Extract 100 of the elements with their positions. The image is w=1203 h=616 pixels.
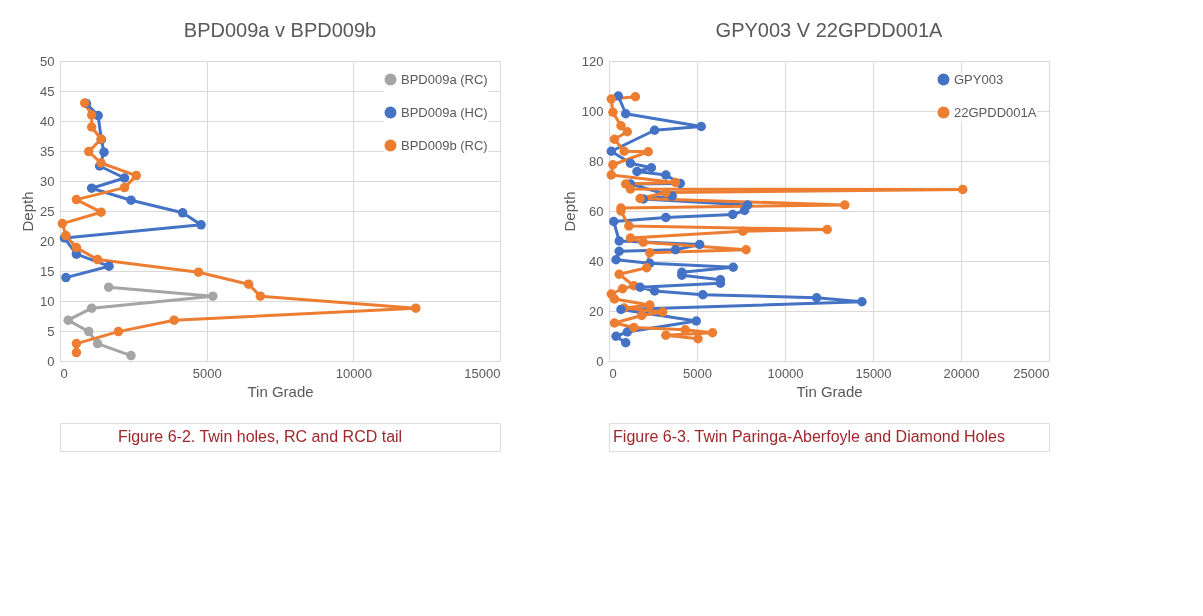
point <box>609 294 620 304</box>
x-tick-label: 5000 <box>192 365 222 381</box>
y-tick-label: 120 <box>581 53 604 69</box>
point <box>840 200 850 210</box>
y-tick-label: 50 <box>40 53 55 69</box>
point <box>694 239 705 250</box>
legend-label: BPD009a (RC) <box>401 71 488 87</box>
legend-label: GPY003 <box>954 71 1004 87</box>
point <box>645 300 655 310</box>
chart-title: BPD009a v BPD009b <box>183 19 377 41</box>
point <box>691 316 702 326</box>
point <box>630 92 641 102</box>
legend-label: 22GPDD001A <box>954 104 1037 120</box>
legend-label: BPD009a (HC) <box>401 104 488 120</box>
point <box>822 224 832 235</box>
point <box>657 307 668 317</box>
point <box>622 327 633 337</box>
point <box>617 284 628 294</box>
x-tick-label: 10000 <box>767 365 804 381</box>
point <box>646 163 657 173</box>
point <box>661 330 671 340</box>
point <box>609 318 620 328</box>
point <box>638 237 649 247</box>
point <box>958 184 968 195</box>
point <box>635 282 645 292</box>
y-tick-label: 80 <box>589 153 604 169</box>
y-tick-label: 30 <box>40 173 55 189</box>
point <box>649 125 660 135</box>
caption: Figure 6-3. Twin Paringa-Aberfoyle and Diamond Holes <box>613 428 1005 445</box>
point <box>625 233 636 243</box>
y-tick-label: 60 <box>589 203 604 219</box>
point <box>728 262 738 272</box>
x-tick-label: 25000 <box>1013 365 1050 381</box>
point <box>608 107 618 117</box>
point <box>739 205 750 216</box>
point <box>636 310 647 321</box>
y-tick-label: 35 <box>40 143 55 159</box>
point <box>616 121 626 131</box>
point <box>857 297 867 307</box>
point <box>635 193 645 204</box>
x-tick-label: 20000 <box>943 365 980 381</box>
point <box>608 160 618 170</box>
point <box>629 322 639 333</box>
point <box>707 328 718 338</box>
point <box>696 121 706 132</box>
y-tick-label: 40 <box>589 253 604 269</box>
x-tick-label: 10000 <box>335 365 372 381</box>
point <box>661 170 671 180</box>
point <box>619 146 629 156</box>
point <box>606 94 617 104</box>
point <box>613 91 624 101</box>
point <box>727 209 738 220</box>
point <box>645 248 655 258</box>
x-tick-label: 5000 <box>683 365 712 381</box>
x-tick-label: 15000 <box>464 365 501 381</box>
y-tick-label: 20 <box>40 233 55 249</box>
y-tick-label: 45 <box>40 83 55 99</box>
x-axis-title: Tin Grade <box>247 382 314 400</box>
x-tick-label: 15000 <box>855 365 892 381</box>
point <box>614 236 624 246</box>
point <box>738 226 748 236</box>
y-tick-label: 15 <box>40 263 55 279</box>
chart-title: GPY003 V 22GPDD001A <box>715 19 944 41</box>
y-tick-label: 0 <box>596 353 604 369</box>
y-tick-label: 100 <box>581 103 604 119</box>
point <box>606 170 617 180</box>
point <box>661 212 671 223</box>
point <box>661 187 671 198</box>
y-tick-label: 5 <box>47 323 55 339</box>
y-axis-title: Depth <box>19 191 37 232</box>
point <box>641 263 652 273</box>
point <box>620 338 631 348</box>
point <box>611 331 621 341</box>
point <box>624 221 634 231</box>
x-axis-title: Tin Grade <box>796 382 863 400</box>
point <box>649 286 660 296</box>
point <box>643 147 653 157</box>
y-tick-label: 0 <box>47 353 55 369</box>
point <box>620 109 631 119</box>
point <box>741 245 751 255</box>
legend-label: BPD009b (RC) <box>401 137 488 153</box>
point <box>698 290 708 300</box>
y-tick-label: 10 <box>40 293 55 309</box>
point <box>609 134 620 144</box>
y-tick-label: 25 <box>40 203 55 219</box>
x-tick-label: 0 <box>60 365 68 381</box>
y-tick-label: 40 <box>40 113 55 129</box>
point <box>611 255 621 265</box>
point <box>606 146 617 156</box>
point <box>614 269 624 279</box>
point <box>670 245 681 255</box>
point <box>693 334 703 344</box>
point <box>614 246 624 256</box>
y-axis-title: Depth <box>560 191 578 232</box>
point <box>609 216 619 227</box>
point <box>625 184 636 194</box>
point <box>622 127 633 137</box>
point <box>625 158 636 168</box>
y-tick-label: 20 <box>589 303 604 319</box>
point <box>811 293 822 303</box>
